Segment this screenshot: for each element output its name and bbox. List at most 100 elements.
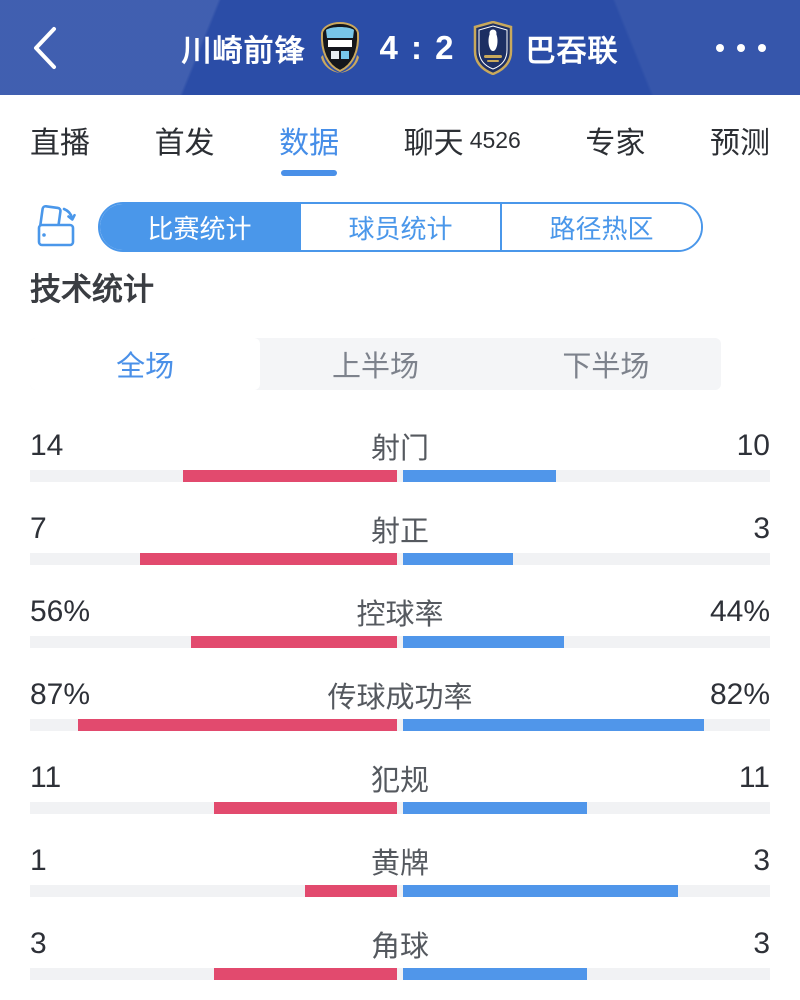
stat-bar-track (30, 470, 770, 482)
stat-subtab-row: 比赛统计 球员统计 路径热区 (0, 202, 800, 252)
tab-label: 数据 (279, 127, 340, 160)
more-dot-icon (758, 44, 766, 52)
away-stat-bar (403, 802, 587, 814)
away-value: 44% (709, 595, 770, 628)
period-tab-3[interactable]: 下半场 (491, 338, 721, 390)
stat-type-segmented-control: 比赛统计 球员统计 路径热区 (98, 202, 703, 252)
segment-label: 路径热区 (549, 213, 654, 244)
stats-list: 14 射门 10 7 射正 3 56% 控球率 44% 87% (0, 420, 800, 1000)
home-stat-bar (182, 470, 397, 482)
home-stat-bar (77, 719, 397, 731)
home-stat-bar (191, 636, 397, 648)
stat-label: 黄牌 (370, 848, 429, 880)
stat-label: 角球 (370, 931, 429, 963)
away-value: 11 (738, 761, 770, 794)
tab-label: 预测 (709, 127, 770, 160)
stat-row: 7 射正 3 (30, 503, 770, 586)
more-dot-icon (716, 44, 724, 52)
home-stat-bar (305, 885, 397, 897)
stat-label: 控球率 (356, 599, 444, 631)
tab-5[interactable]: 专家 (585, 95, 645, 185)
stat-row: 56% 控球率 44% (30, 586, 770, 669)
stat-type-segment-2[interactable]: 球员统计 (299, 204, 500, 250)
match-header: 川崎前锋 4 : 2 巴吞联 (0, 0, 800, 95)
away-value: 82% (709, 678, 770, 711)
stat-line: 87% 传球成功率 82% (30, 669, 770, 714)
tab-label: 聊天 (403, 127, 464, 160)
stat-type-segment-1[interactable]: 比赛统计 (100, 204, 299, 250)
stat-row: 1 黄牌 3 (30, 835, 770, 918)
away-stat-bar (403, 968, 587, 980)
chevron-left-icon (34, 27, 56, 69)
stat-line: 11 犯规 11 (30, 752, 770, 797)
home-value: 87% (30, 678, 91, 711)
stat-bar-track (30, 719, 770, 731)
stat-bar-track (30, 968, 770, 980)
tab-1[interactable]: 直播 (30, 95, 90, 185)
segment-label: 球员统计 (348, 213, 453, 244)
away-team-name: 巴吞联 (525, 34, 619, 68)
stat-line: 7 射正 3 (30, 503, 770, 548)
period-selector: 全场 上半场 下半场 (30, 338, 721, 390)
section-title: 技术统计 (30, 272, 154, 307)
stat-line: 3 角球 3 (30, 918, 770, 963)
tab-4[interactable]: 聊天 4526 (404, 95, 521, 185)
tab-label: 直播 (30, 127, 90, 160)
home-value: 3 (30, 927, 47, 960)
home-value: 7 (30, 512, 47, 545)
active-tab-underline (281, 170, 338, 176)
period-tab-1[interactable]: 全场 (30, 338, 261, 390)
home-stat-bar (213, 968, 397, 980)
home-value: 14 (30, 429, 64, 462)
stat-bar-track (30, 636, 770, 648)
stat-bar-track (30, 802, 770, 814)
match-title: 川崎前锋 4 : 2 巴吞联 (181, 20, 619, 75)
stat-label: 犯规 (370, 765, 429, 797)
away-stat-bar (403, 719, 704, 731)
segment-label: 比赛统计 (147, 213, 252, 244)
stat-line: 14 射门 10 (30, 420, 770, 465)
away-value: 3 (753, 512, 770, 545)
home-value: 11 (30, 761, 62, 794)
away-stat-bar (403, 470, 556, 482)
stat-bar-track (30, 885, 770, 897)
stat-row: 11 犯规 11 (30, 752, 770, 835)
period-label: 全场 (116, 351, 175, 383)
stat-line: 1 黄牌 3 (30, 835, 770, 880)
rotate-screen-icon (37, 204, 76, 247)
away-value: 3 (753, 844, 770, 877)
away-stat-bar (403, 553, 514, 565)
home-team-badge-icon (321, 21, 360, 73)
home-value: 1 (30, 844, 47, 877)
home-stat-bar (213, 802, 397, 814)
stat-label: 传球成功率 (327, 682, 473, 714)
tab-count-badge: 4526 (469, 126, 521, 153)
away-team-badge-icon (473, 20, 512, 75)
tab-6[interactable]: 预测 (710, 95, 770, 185)
stat-row: 87% 传球成功率 82% (30, 669, 770, 752)
home-value: 56% (30, 595, 91, 628)
away-stat-bar (403, 885, 679, 897)
stat-type-segment-3[interactable]: 路径热区 (500, 204, 701, 250)
rotate-screen-button[interactable] (30, 202, 80, 252)
home-stat-bar (140, 553, 397, 565)
more-dot-icon (737, 44, 745, 52)
back-button[interactable] (22, 18, 68, 78)
tab-3[interactable]: 数据 (279, 95, 339, 185)
main-tabbar: 直播 首发 数据 聊天 4526 专家 预测 (0, 95, 800, 185)
stat-label: 射正 (370, 516, 429, 548)
away-value: 3 (753, 927, 770, 960)
more-menu-button[interactable] (706, 30, 776, 66)
away-stat-bar (403, 636, 565, 648)
score: 4 : 2 (379, 28, 456, 66)
period-label: 上半场 (331, 351, 419, 383)
tab-label: 首发 (154, 127, 215, 160)
stat-row: 14 射门 10 (30, 420, 770, 503)
stat-row: 3 角球 3 (30, 918, 770, 1000)
period-tab-2[interactable]: 上半场 (260, 338, 490, 390)
home-team-name: 川崎前锋 (181, 34, 306, 68)
tab-label: 专家 (585, 127, 646, 160)
stat-bar-track (30, 553, 770, 565)
tab-2[interactable]: 首发 (155, 95, 215, 185)
stat-label: 射门 (370, 433, 429, 465)
